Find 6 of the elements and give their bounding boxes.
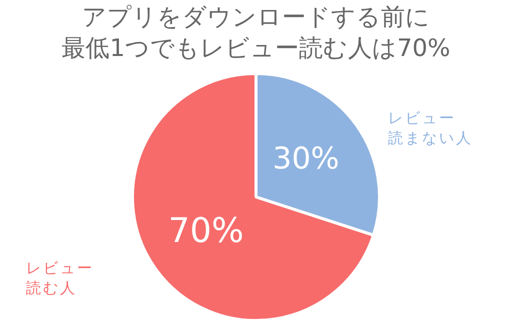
slice-label: レビュー読まない人 (388, 108, 473, 148)
chart-subtitle: 最低1つでもレビュー読む人は70% (60, 33, 452, 64)
chart-title: アプリをダウンロードする前に (81, 2, 431, 33)
data-label: 30% (272, 142, 340, 176)
slice-label: レビュー読む人 (26, 258, 94, 298)
data-label: 70% (168, 211, 244, 252)
